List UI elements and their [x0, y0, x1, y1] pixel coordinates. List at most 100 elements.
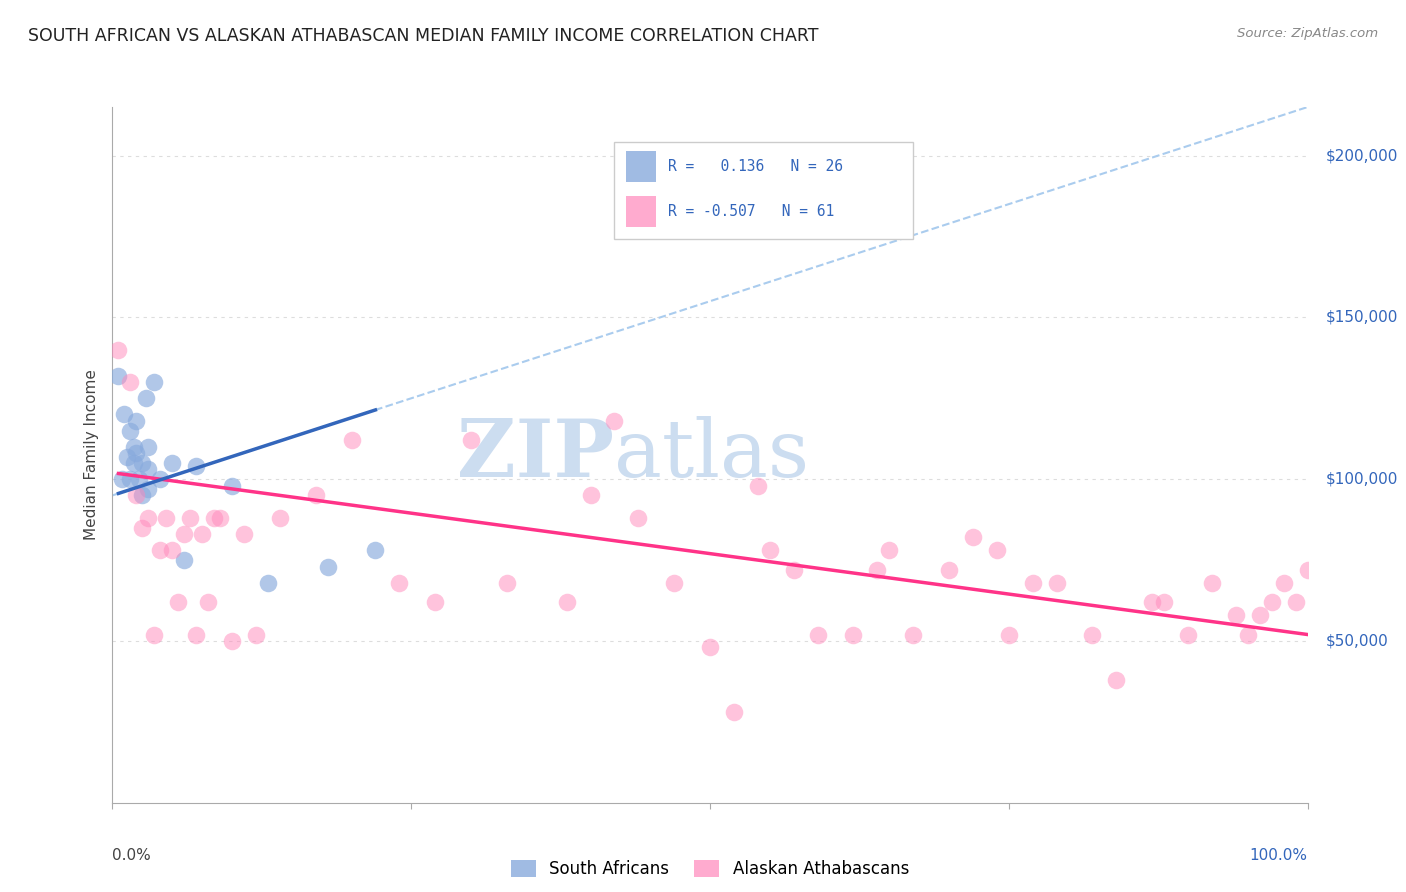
Point	[173, 527, 195, 541]
Point	[138, 462, 160, 476]
Point	[149, 472, 172, 486]
Point	[1140, 595, 1163, 609]
Point	[125, 414, 148, 428]
Point	[388, 575, 411, 590]
Point	[107, 368, 129, 383]
Point	[138, 511, 160, 525]
Point	[723, 705, 745, 719]
Point	[1177, 627, 1199, 641]
Point	[1237, 627, 1260, 641]
Legend: South Africans, Alaskan Athabascans: South Africans, Alaskan Athabascans	[505, 854, 915, 885]
Point	[162, 456, 183, 470]
Point	[191, 527, 214, 541]
Point	[496, 575, 519, 590]
Point	[221, 478, 243, 492]
Point	[877, 543, 900, 558]
Point	[128, 472, 150, 486]
Point	[125, 446, 148, 460]
Point	[807, 627, 830, 641]
FancyBboxPatch shape	[614, 142, 914, 239]
Point	[866, 563, 889, 577]
Point	[155, 511, 177, 525]
Point	[125, 488, 148, 502]
Point	[269, 511, 291, 525]
Point	[162, 543, 183, 558]
Point	[1249, 608, 1271, 623]
Text: $200,000: $200,000	[1326, 148, 1398, 163]
Point	[122, 456, 145, 470]
Point	[1045, 575, 1069, 590]
Point	[143, 375, 166, 389]
Text: Source: ZipAtlas.com: Source: ZipAtlas.com	[1237, 27, 1378, 40]
Point	[120, 472, 142, 486]
Point	[131, 456, 153, 470]
Point	[938, 563, 960, 577]
Point	[122, 440, 145, 454]
Point	[186, 627, 208, 641]
Point	[179, 511, 201, 525]
Point	[1225, 608, 1247, 623]
Point	[842, 627, 865, 641]
Point	[998, 627, 1021, 641]
Point	[664, 575, 686, 590]
Point	[120, 424, 142, 438]
Point	[208, 511, 231, 525]
Point	[138, 482, 160, 496]
Text: $150,000: $150,000	[1326, 310, 1398, 325]
Point	[167, 595, 190, 609]
Point	[107, 343, 129, 357]
Point	[257, 575, 280, 590]
Point	[425, 595, 447, 609]
Text: ZIP: ZIP	[457, 416, 614, 494]
Text: atlas: atlas	[614, 416, 810, 494]
Point	[115, 450, 138, 464]
Point	[197, 595, 219, 609]
Point	[962, 531, 984, 545]
Point	[460, 434, 482, 448]
Point	[316, 559, 339, 574]
Point	[555, 595, 578, 609]
Point	[1081, 627, 1104, 641]
Point	[173, 553, 195, 567]
Point	[1153, 595, 1175, 609]
Point	[138, 440, 160, 454]
Point	[131, 488, 153, 502]
Point	[579, 488, 602, 502]
Point	[114, 408, 135, 422]
Point	[1285, 595, 1308, 609]
Text: 0.0%: 0.0%	[112, 848, 152, 863]
Point	[202, 511, 225, 525]
Point	[1201, 575, 1223, 590]
Point	[186, 459, 208, 474]
Point	[1021, 575, 1043, 590]
Text: R = -0.507   N = 61: R = -0.507 N = 61	[668, 204, 834, 219]
Point	[131, 521, 153, 535]
Text: R =   0.136   N = 26: R = 0.136 N = 26	[668, 159, 844, 174]
Point	[1105, 673, 1128, 687]
Point	[340, 434, 363, 448]
Bar	[626, 195, 657, 227]
Point	[221, 634, 243, 648]
Point	[627, 511, 650, 525]
Point	[120, 375, 142, 389]
Point	[603, 414, 626, 428]
Point	[135, 392, 157, 406]
Point	[1260, 595, 1282, 609]
Point	[245, 627, 267, 641]
Point	[232, 527, 256, 541]
Point	[304, 488, 326, 502]
Point	[986, 543, 1008, 558]
Point	[1272, 575, 1295, 590]
Text: SOUTH AFRICAN VS ALASKAN ATHABASCAN MEDIAN FAMILY INCOME CORRELATION CHART: SOUTH AFRICAN VS ALASKAN ATHABASCAN MEDI…	[28, 27, 818, 45]
Point	[759, 543, 782, 558]
Text: $50,000: $50,000	[1326, 633, 1388, 648]
Point	[699, 640, 721, 655]
Point	[782, 563, 804, 577]
Point	[364, 543, 387, 558]
Y-axis label: Median Family Income: Median Family Income	[83, 369, 98, 541]
Point	[1296, 563, 1319, 577]
Point	[143, 627, 166, 641]
Point	[149, 543, 172, 558]
Point	[903, 627, 925, 641]
Text: 100.0%: 100.0%	[1250, 848, 1308, 863]
